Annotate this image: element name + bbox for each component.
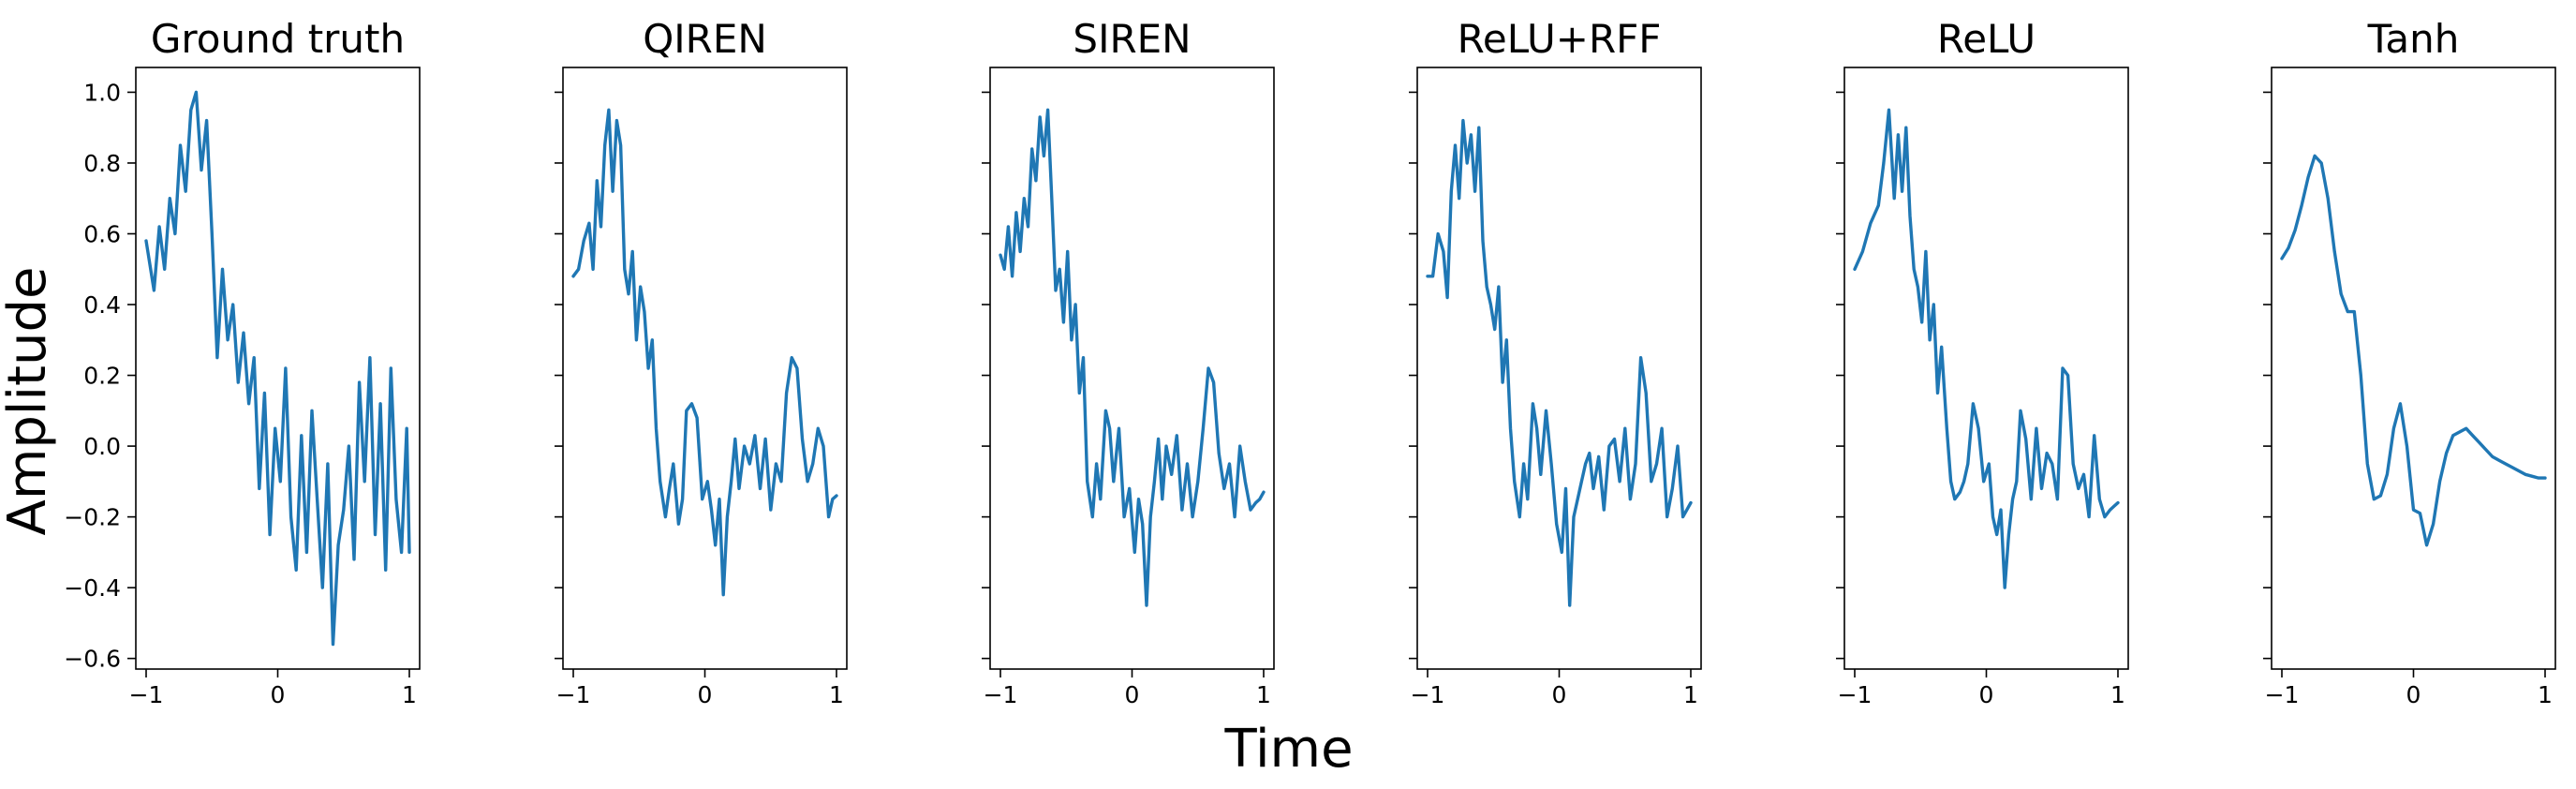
series-line	[144, 90, 411, 647]
x-tick-label: −1	[129, 681, 164, 708]
x-tick-label: 1	[829, 681, 844, 708]
subplot-title: Ground truth	[151, 16, 405, 62]
x-tick-label: 0	[1552, 681, 1567, 708]
subplot-3: SIREN −1 0 1	[982, 16, 1275, 708]
x-tick-label: 1	[402, 681, 417, 708]
x-tick-label: −1	[1411, 681, 1445, 708]
x-tick-label: 0	[698, 681, 713, 708]
y-axis-label: Amplitude	[0, 267, 58, 536]
y-tick-label: 0.8	[83, 150, 121, 177]
x-axis-label: Time	[1223, 719, 1353, 780]
plot-frame	[1843, 67, 2129, 670]
series-line	[1426, 118, 1693, 607]
series-line	[2280, 154, 2547, 547]
subplot-6: Tanh −1 0 1	[2263, 16, 2556, 708]
y-tick-label: 0.6	[83, 220, 121, 247]
subplot-4: ReLU+RFF −1 0 1	[1409, 16, 1702, 708]
subplot-2: QIREN −1 0 1	[555, 16, 848, 708]
subplot-title: SIREN	[1073, 16, 1191, 62]
y-tick-label: −0.6	[64, 646, 121, 673]
y-tick-label: −0.2	[64, 504, 121, 531]
series-line	[1853, 108, 2120, 589]
y-tick-label: 0.2	[83, 363, 121, 390]
subplot-5: ReLU −1 0 1	[1836, 16, 2129, 708]
x-tick-label: −1	[2265, 681, 2300, 708]
y-tick-label: 1.0	[83, 79, 121, 106]
x-tick-label: −1	[984, 681, 1018, 708]
x-tick-label: 0	[1979, 681, 1994, 708]
subplot-title: ReLU	[1937, 16, 2036, 62]
x-tick-label: 1	[1256, 681, 1271, 708]
x-tick-label: 1	[2110, 681, 2125, 708]
y-tick-label: 0.4	[83, 291, 121, 319]
subplot-grid: Ground truth 1.0 0.8 0.6 0.4 0.2 0.0 −0.2 −0.4 −0…	[64, 16, 2556, 708]
x-tick-label: 1	[2538, 681, 2553, 708]
subplot-1: Ground truth 1.0 0.8 0.6 0.4 0.2 0.0 −0.2 −0.4 −0…	[64, 16, 421, 708]
x-tick-label: −1	[556, 681, 591, 708]
x-tick-label: 0	[1125, 681, 1140, 708]
series-line	[999, 108, 1266, 607]
y-tick-label: −0.4	[64, 574, 121, 602]
x-tick-label: 1	[1683, 681, 1698, 708]
x-tick-label: 0	[271, 681, 286, 708]
x-tick-label: 0	[2406, 681, 2421, 708]
series-line	[571, 108, 838, 597]
subplot-title: QIREN	[643, 16, 767, 62]
x-tick-label: −1	[1838, 681, 1873, 708]
y-tick-label: 0.0	[83, 433, 121, 460]
subplot-title: ReLU+RFF	[1458, 16, 1662, 62]
subplot-title: Tanh	[2367, 16, 2460, 62]
